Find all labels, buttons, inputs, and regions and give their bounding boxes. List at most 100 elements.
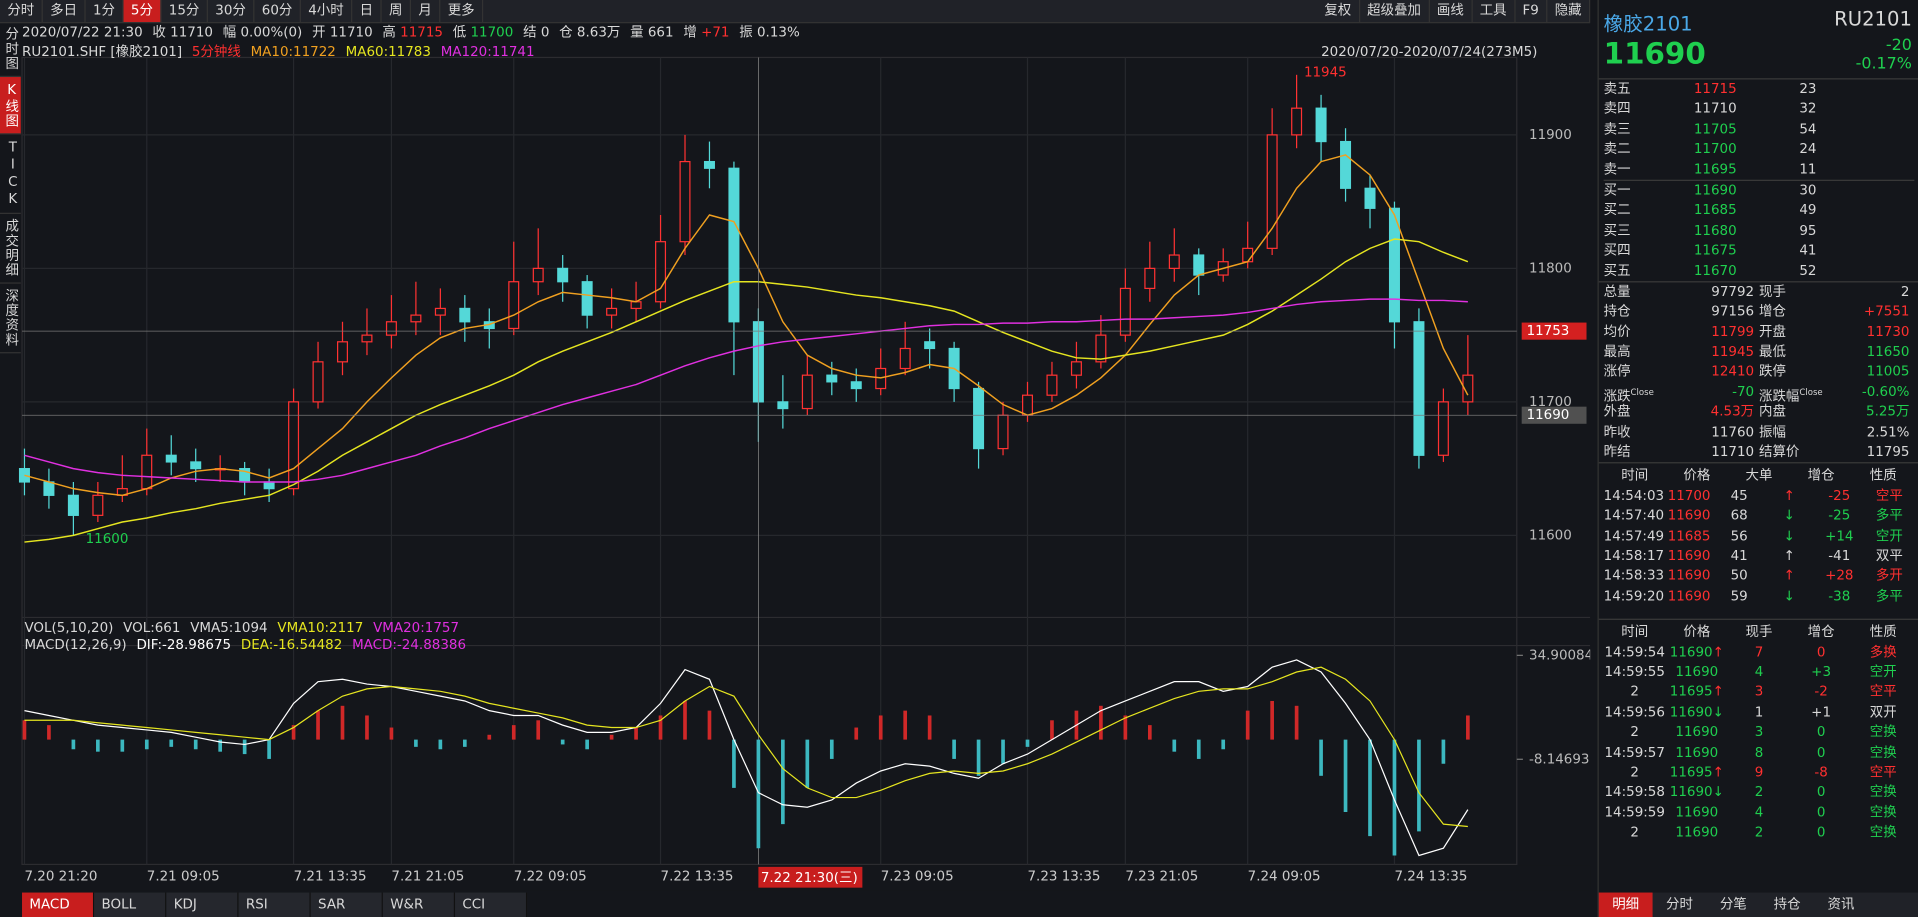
cell-text: 11690 bbox=[1675, 663, 1719, 680]
cell-oi: +1 bbox=[1790, 703, 1852, 723]
book-row: 卖二 11700 24 bbox=[1604, 140, 1915, 160]
indicator-tab[interactable]: KDJ bbox=[166, 892, 239, 917]
period-tab[interactable]: 分时 bbox=[0, 0, 43, 23]
info-value: 0.13% bbox=[757, 24, 800, 41]
stat-value: +7551 bbox=[1863, 303, 1910, 320]
panel-tab[interactable]: 资讯 bbox=[1827, 896, 1855, 913]
table-row: 2 11690 2 0 空换 bbox=[1604, 823, 1915, 843]
side-tab[interactable]: 分时图 bbox=[0, 22, 21, 78]
stat-label: 内盘 bbox=[1759, 403, 1834, 423]
book-label: 卖四 bbox=[1603, 100, 1631, 117]
side-tab[interactable]: 成交明细 bbox=[0, 214, 21, 284]
indicator-tab[interactable]: CCI bbox=[455, 892, 528, 917]
stat-label-text: 涨停 bbox=[1603, 363, 1631, 380]
panel-tab[interactable]: 分笔 bbox=[1719, 896, 1747, 913]
book-row: 卖四 11710 32 bbox=[1604, 100, 1915, 120]
book-volume: 24 bbox=[1799, 140, 1817, 157]
period-tab[interactable]: 5分 bbox=[123, 0, 162, 23]
header-cell: 价格 bbox=[1683, 467, 1711, 484]
tool-button[interactable]: 工具 bbox=[1472, 0, 1516, 23]
legend-entry: DIF:-28.98675 bbox=[136, 637, 232, 653]
side-tab[interactable]: TICK bbox=[0, 134, 21, 214]
stat-label: 持仓 bbox=[1604, 302, 1679, 322]
cell-volume: 3 bbox=[1728, 723, 1790, 743]
table-row: 14:57:49 11685 56 ↓ +14 空开 bbox=[1604, 526, 1915, 546]
cell-text: +28 bbox=[1825, 567, 1854, 584]
info-value: +71 bbox=[701, 24, 730, 41]
stat-label-text: 涨跌 bbox=[1603, 388, 1631, 405]
book-row: 卖五 11715 23 bbox=[1604, 79, 1915, 99]
vol-title: VOL(5,10,20) bbox=[24, 619, 114, 636]
panel-tab[interactable]: 明细 bbox=[1598, 892, 1653, 917]
y-tick-label: 34.90084 bbox=[1529, 648, 1590, 663]
tool-button[interactable]: F9 bbox=[1515, 0, 1548, 23]
table-row: 2 11690 3 0 空换 bbox=[1604, 723, 1915, 743]
period: 5分钟线 bbox=[191, 44, 241, 60]
indicator-tab[interactable]: BOLL bbox=[94, 892, 167, 917]
book-row: 卖三 11705 54 bbox=[1604, 120, 1915, 140]
cell-text: 11695 bbox=[1669, 683, 1713, 700]
tool-button[interactable]: 复权 bbox=[1317, 0, 1360, 23]
x-tick-label: 7.23 09:05 bbox=[881, 870, 954, 885]
side-tab[interactable]: K线图 bbox=[0, 77, 21, 135]
table-row: 14:57:40 11690 68 ↓ -25 多平 bbox=[1604, 506, 1915, 526]
candle-body bbox=[336, 341, 349, 363]
cell-text: 空开 bbox=[1875, 527, 1903, 544]
book-label: 买三 bbox=[1603, 222, 1631, 239]
period-tab[interactable]: 4小时 bbox=[301, 0, 353, 23]
cell-time: 14:58:33 bbox=[1604, 567, 1664, 587]
side-tab[interactable]: 深度资料 bbox=[0, 284, 21, 354]
volume-header: VOL(5,10,20) VOL:661 VMA5:1094 VMA10:2117 VM… bbox=[24, 620, 468, 636]
tool-button[interactable]: 超级叠加 bbox=[1360, 0, 1430, 23]
book-row: 卖一 11695 11 bbox=[1604, 160, 1915, 180]
period-tab[interactable]: 月 bbox=[411, 0, 441, 23]
info-item: 结 0 bbox=[523, 24, 549, 40]
panel-tabs: 明细 分时 分笔 持仓 资讯 bbox=[1598, 892, 1918, 917]
tool-button[interactable]: 画线 bbox=[1430, 0, 1473, 23]
cell-text: 50 bbox=[1730, 567, 1748, 584]
panel-tab[interactable]: 分时 bbox=[1666, 896, 1693, 913]
candle-body bbox=[973, 387, 985, 450]
period-tab[interactable]: 15分 bbox=[161, 0, 208, 23]
cell-text: ↓ bbox=[1783, 587, 1795, 604]
indicator-tab[interactable]: RSI bbox=[238, 892, 311, 917]
cell-text: 2 bbox=[1754, 824, 1764, 841]
legend-entry: MA120:11741 bbox=[440, 44, 535, 60]
cell-text: 11700 bbox=[1667, 487, 1711, 504]
period-tab[interactable]: 周 bbox=[382, 0, 412, 23]
cell-text: 0 bbox=[1816, 784, 1826, 800]
info-label: 收 bbox=[152, 24, 166, 41]
cell-time: 14:59:57 bbox=[1604, 743, 1666, 763]
cell-text: 8 bbox=[1754, 743, 1764, 760]
book-price: 11695 bbox=[1693, 160, 1737, 177]
x-tick-label: 7.24 09:05 bbox=[1248, 870, 1321, 885]
tool-button[interactable]: 隐藏 bbox=[1547, 0, 1591, 23]
cell-price: 11695↑ bbox=[1666, 683, 1728, 703]
stat-value: 11945 bbox=[1711, 343, 1755, 360]
candle-body bbox=[1462, 374, 1474, 403]
table-row: 14:59:57 11690 8 0 空换 bbox=[1604, 743, 1915, 763]
cell-nature: 空开 bbox=[1864, 526, 1914, 546]
table-header: 时间 价格 现手 增仓 性质 bbox=[1604, 623, 1915, 643]
cell-size: 56 bbox=[1714, 526, 1764, 546]
indicator-tab[interactable]: W&R bbox=[382, 892, 456, 917]
period-tab[interactable]: 更多 bbox=[440, 0, 484, 23]
indicator-tab[interactable]: SAR bbox=[310, 892, 383, 917]
period-tab[interactable]: 1分 bbox=[86, 0, 124, 23]
cell-text: 11690 bbox=[1669, 784, 1713, 800]
period-tab[interactable]: 日 bbox=[352, 0, 382, 23]
period-tab[interactable]: 多日 bbox=[43, 0, 86, 23]
low-label: 11600 bbox=[86, 532, 129, 547]
cell-text: 空换 bbox=[1869, 804, 1897, 821]
book-label: 买四 bbox=[1603, 242, 1631, 259]
stat-label-text: 总量 bbox=[1603, 283, 1631, 300]
period-tab[interactable]: 30分 bbox=[208, 0, 255, 23]
candle-body bbox=[459, 307, 471, 323]
macd-header: MACD(12,26,9) DIF:-28.98675 DEA:-16.54482 M… bbox=[24, 637, 475, 653]
cell-time: 14:59:58 bbox=[1604, 783, 1666, 803]
indicator-tab[interactable]: MACD bbox=[22, 892, 95, 917]
stat-value: 11795 bbox=[1866, 443, 1910, 460]
panel-tab[interactable]: 持仓 bbox=[1773, 896, 1801, 913]
period-tab[interactable]: 60分 bbox=[254, 0, 301, 23]
book-label: 买一 bbox=[1603, 182, 1631, 199]
